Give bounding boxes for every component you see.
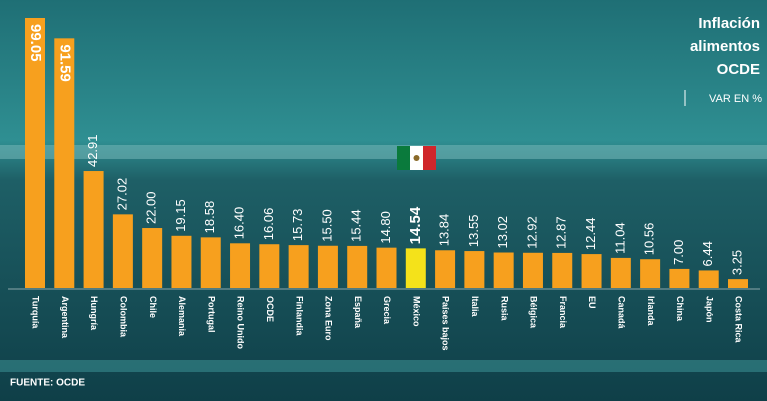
- value-label: 6.44: [700, 241, 715, 266]
- x-tick-label: Zona Euro: [324, 296, 334, 341]
- flag: [397, 146, 436, 170]
- bar: [259, 244, 280, 288]
- x-tick-label: Canadá: [616, 296, 626, 330]
- x-tick-label: Bélgica: [529, 296, 539, 329]
- bar: [464, 251, 485, 288]
- bar: [376, 247, 397, 288]
- value-label: 16.40: [231, 207, 246, 240]
- bar: [669, 268, 690, 288]
- value-label: 27.02: [114, 178, 129, 211]
- x-tick-label: Chile: [148, 296, 158, 318]
- value-label: 42.91: [85, 134, 100, 167]
- x-tick-label: Turquía: [31, 296, 41, 329]
- x-tick-label: Japón: [704, 296, 714, 323]
- value-label: 11.04: [612, 222, 627, 254]
- x-tick-label: Grecia: [382, 296, 392, 325]
- x-tick-label: Francia: [558, 296, 568, 329]
- bar: [200, 237, 221, 288]
- x-tick-label: Países bajos: [441, 296, 451, 351]
- bar: [112, 214, 133, 288]
- value-label: 91.59: [56, 44, 73, 82]
- x-tick-label: EU: [587, 296, 597, 309]
- value-label: 12.87: [554, 216, 569, 249]
- chart-title: Inflación alimentos OCDE: [690, 15, 760, 78]
- x-tick-label: España: [353, 296, 363, 329]
- value-label: 13.84: [437, 214, 452, 247]
- value-label: 13.02: [495, 216, 510, 249]
- bar: [230, 243, 251, 288]
- bar: [698, 270, 719, 288]
- x-tick-label: China: [675, 296, 685, 322]
- bar: [142, 228, 163, 288]
- bar: [610, 257, 631, 288]
- value-label: 22.00: [144, 191, 159, 224]
- value-label: 19.15: [173, 199, 188, 232]
- bar: [405, 248, 426, 288]
- x-tick-label: Portugal: [206, 296, 216, 333]
- bar: [83, 171, 104, 288]
- bar: [317, 245, 338, 288]
- value-label: 12.92: [524, 216, 539, 249]
- value-label: 14.54: [407, 206, 424, 244]
- value-label: 12.44: [583, 218, 598, 251]
- source: FUENTE: OCDE: [10, 378, 85, 389]
- value-label: 15.50: [319, 209, 334, 242]
- value-label: 15.73: [290, 209, 305, 242]
- value-label: 13.55: [466, 215, 481, 248]
- bar: [640, 259, 661, 288]
- x-tick-label: Argentina: [60, 296, 70, 339]
- x-tick-label: México: [411, 296, 421, 327]
- value-label: 10.56: [642, 223, 657, 256]
- bar: [435, 250, 456, 288]
- bar: [25, 18, 45, 288]
- x-tick-label: Costa Rica: [734, 296, 744, 344]
- x-tick-label: Finlandia: [294, 296, 304, 336]
- subtitle: VAR EN %: [709, 93, 762, 105]
- bar: [171, 235, 192, 288]
- shelf: [0, 145, 767, 159]
- bar: [347, 245, 368, 288]
- value-label: 3.25: [729, 250, 744, 275]
- value-label: 99.05: [27, 24, 44, 62]
- x-tick-label: OCDE: [265, 296, 275, 322]
- x-tick-label: Rusia: [499, 296, 509, 322]
- bar: [493, 252, 514, 288]
- bar: [288, 245, 309, 288]
- x-tick-label: Reino Unido: [236, 296, 246, 349]
- value-label: 15.44: [349, 209, 364, 242]
- shelf: [0, 360, 767, 372]
- value-label: 16.06: [261, 208, 276, 241]
- value-label: 18.58: [202, 201, 217, 234]
- bar: [54, 38, 75, 288]
- value-label: 7.00: [671, 240, 686, 265]
- x-tick-label: Hungría: [89, 296, 99, 331]
- value-label: 14.80: [378, 211, 393, 244]
- bar: [581, 254, 602, 288]
- x-tick-label: Colombia: [119, 296, 129, 338]
- x-tick-label: Alemania: [177, 296, 187, 337]
- bar: [552, 252, 573, 288]
- x-tick-label: Irlanda: [646, 296, 656, 327]
- bar: [728, 279, 748, 288]
- x-tick-label: Italia: [470, 296, 480, 318]
- bar: [522, 252, 543, 288]
